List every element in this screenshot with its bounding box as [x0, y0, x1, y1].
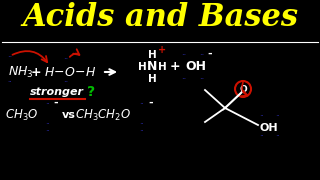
Text: H: H [148, 50, 156, 60]
Text: stronger: stronger [30, 87, 84, 97]
Text: O: O [239, 84, 247, 93]
Text: H: H [138, 62, 146, 72]
Text: ··: ·· [275, 132, 279, 141]
Text: ··: ·· [140, 127, 144, 136]
Text: ··: ·· [63, 78, 68, 87]
Text: H: H [158, 62, 166, 72]
Text: +: + [170, 60, 180, 73]
Text: ··: ·· [44, 100, 49, 109]
Text: $H\!-\!O\!-\!H$: $H\!-\!O\!-\!H$ [44, 66, 97, 78]
Text: -: - [54, 98, 58, 108]
Text: $CH_3O$: $CH_3O$ [5, 107, 38, 123]
Text: Acids and Bases: Acids and Bases [22, 1, 298, 33]
Text: OH: OH [260, 123, 279, 133]
Text: OH: OH [185, 60, 206, 73]
Text: ··: ·· [275, 112, 279, 122]
Text: $CH_3CH_2O$: $CH_3CH_2O$ [75, 107, 131, 123]
Text: +: + [158, 45, 166, 55]
Text: $NH_3$: $NH_3$ [8, 64, 34, 80]
Text: ?: ? [87, 85, 95, 99]
Text: ··: ·· [260, 132, 264, 141]
Text: ··: ·· [8, 79, 12, 85]
Text: vs: vs [62, 110, 76, 120]
Text: +: + [31, 66, 41, 78]
Text: -: - [208, 49, 212, 59]
Text: ··: ·· [199, 75, 204, 84]
Text: ··: ·· [260, 112, 264, 122]
Text: ··: ·· [181, 75, 187, 84]
Text: ··: ·· [140, 100, 144, 109]
Text: ··: ·· [140, 120, 144, 129]
Text: ··: ·· [44, 120, 49, 129]
Text: ··: ·· [7, 53, 12, 62]
Text: ··: ·· [44, 127, 49, 136]
Text: ··: ·· [63, 55, 68, 64]
Text: N: N [147, 60, 157, 73]
Text: ··: ·· [199, 51, 204, 60]
Text: ··: ·· [181, 51, 187, 60]
Text: -: - [149, 98, 153, 108]
Text: H: H [148, 74, 156, 84]
